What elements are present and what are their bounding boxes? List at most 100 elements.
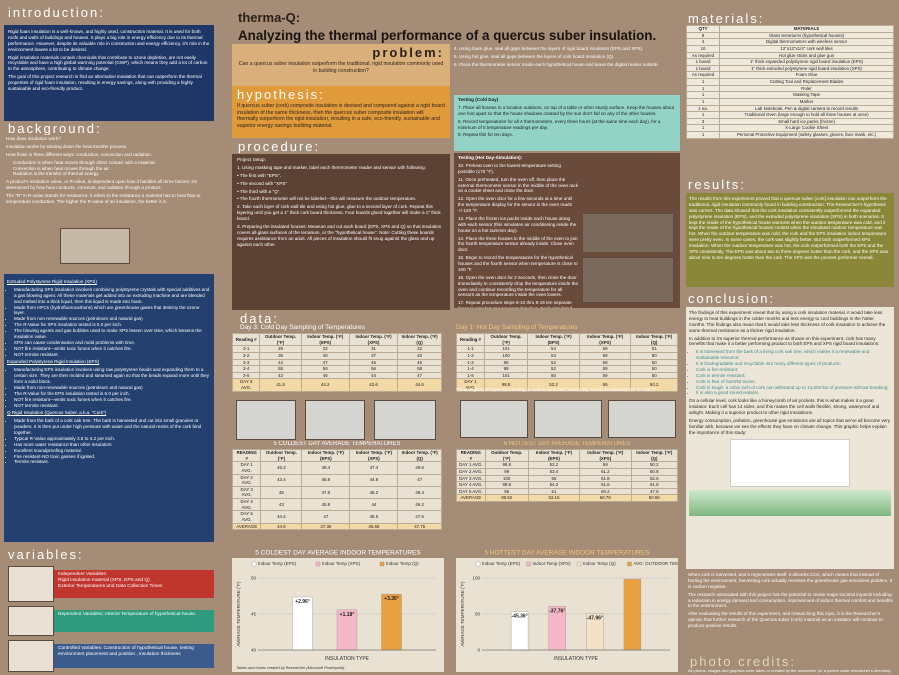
annotation: -37.76°: [549, 608, 565, 614]
paragraph: 12. Open the oven door for a few seconds…: [458, 196, 573, 213]
results-heading: results:: [688, 178, 746, 191]
column-header: Outdoor Temp. (°F): [484, 449, 529, 463]
cell: 61.6: [579, 481, 632, 489]
cell: 95: [484, 487, 529, 496]
paragraph: 16. Open the oven door for 2 seconds, th…: [458, 274, 579, 298]
bullet: Cork is tough: a cubic inch of cork can …: [696, 385, 891, 391]
cell: 3: [686, 117, 721, 126]
cell: 1-2: [456, 351, 486, 360]
energy-graphic: [730, 438, 850, 487]
row: 3-5 43 46 44 47: [232, 371, 442, 380]
thermometer-photo: [608, 400, 676, 438]
cell: 60.2: [579, 487, 632, 496]
chart-title: 5 COLDEST DAY AVERAGE INDOOR TEMPERATURE…: [255, 550, 421, 557]
legend-label: Indoor Temp (XPS): [322, 561, 361, 566]
table: QTY MATERIALS 8 Glass terrariums (hypotheti…: [686, 25, 894, 139]
variable-text: Exterior Temperatures and Data Collectio…: [58, 584, 163, 590]
cell: 58: [397, 365, 442, 373]
annotation: +2.96°: [295, 599, 310, 605]
cell: As required: [686, 51, 721, 60]
cell: 1" thick extruded polystyrene rigid boar…: [719, 64, 894, 73]
cell: 54.2: [527, 481, 581, 489]
cell: 56: [348, 365, 399, 373]
cell: 45: [348, 358, 399, 367]
row: As required Foam Glue: [686, 71, 894, 79]
legend-label: Indoor Temp (XPS): [533, 561, 572, 566]
variable-text: Independent Variables:: [58, 572, 107, 577]
insulation-illustration: [60, 228, 130, 264]
chart: 5 COLDEST DAY AVERAGE INDOOR TEMPERATURE…: [232, 550, 444, 672]
column-header: Outdoor Temp. (°F): [259, 333, 302, 347]
cell: 100: [484, 474, 529, 483]
row: AVERAGE 98.52 53.16 60.76 50.56: [456, 494, 678, 502]
paragraph: In addition to it's superior thermal per…: [689, 335, 880, 347]
conclusion-bullets: It is harvested from the bark of a livin…: [689, 349, 891, 396]
paragraph: 1. Using masking tape and marker, label …: [237, 164, 426, 170]
cell: 4: [686, 38, 721, 46]
cell: Personal Protective Equipment (safety gl…: [719, 131, 894, 139]
cold-testing-title: Testing (Cold Day): [458, 97, 499, 102]
row: DAY 1 AVG. 98.8 52.2 59 50.2: [456, 378, 678, 392]
cell: 8: [686, 31, 721, 40]
paragraph: • The fourth thermometer will not be lab…: [237, 196, 417, 202]
row: 1 ea. Lab Notebook, Pen & digital camera …: [686, 104, 894, 113]
y-tick-label: 45: [251, 612, 257, 617]
cell: 98.8: [484, 378, 529, 392]
hot-day-table: Reading # Outdoor Temp. (°F) Indoor Temp. …: [456, 333, 678, 392]
cell: 37: [348, 351, 399, 360]
procedure-list: 1. Using masking tape and marker, label …: [237, 165, 445, 248]
intro-box: Rigid foam insulation is a well-known, a…: [4, 25, 214, 121]
procedure-steps: Project Setup: 1. Using masking tape and…: [232, 154, 450, 310]
hot-note: *Note-Highest temperature setting in ove…: [456, 387, 657, 392]
bar: [381, 593, 402, 651]
cell: 98.8: [484, 461, 529, 469]
bullet: Manufacturing EPS insulation involves us…: [14, 367, 211, 385]
cell: 47.4: [349, 461, 399, 475]
cell: AVERAGE: [456, 494, 486, 502]
cell: 50.8: [630, 467, 678, 476]
legend-label: AVG. OUTDOOR TEMP: [634, 561, 679, 566]
chart-background: [456, 558, 678, 672]
cell: 101: [484, 371, 529, 380]
row: 1 Personal Protective Equipment (safety g…: [686, 131, 894, 139]
row: DAY 3 AVG. 41.8 44.2 42.6 44.6: [232, 378, 442, 392]
variable-box: Independent Variables: Rigid insulation m…: [54, 570, 214, 598]
cell: 1 board: [686, 58, 721, 66]
bullet: Made from the bark of a cork oak tree. T…: [14, 418, 211, 436]
cell: 46: [397, 358, 442, 367]
bullet: NOT fire resistant—emits toxic fumes whe…: [14, 397, 211, 403]
row: 8 Glass terrariums (hypothetical houses): [686, 31, 894, 40]
paragraph: 2. Take each layer of cork wall tile and…: [237, 204, 441, 221]
chart: 5 HOTTEST DAY AVERAGE INDOOR TEMPERATURE…: [456, 550, 679, 672]
hot-testing: Testing (Hot Day-Simulation): 10. Prehea…: [454, 153, 680, 308]
row: 1 Marker: [686, 97, 894, 106]
materials-table: QTY MATERIALS 8 Glass terrariums (hypotheti…: [686, 25, 894, 139]
cell: 47.8: [301, 485, 351, 500]
cold5-title: 5 COLDEST DAY AVERAGE TEMPERATURES: [273, 441, 401, 447]
cell: 43: [259, 371, 302, 380]
insulation-bullets: Manufacturing XPS insulation involves co…: [7, 287, 211, 358]
cell: DAY 3 AVG.: [456, 474, 486, 483]
bullet: XPS can cause condensation and mold prob…: [14, 340, 211, 346]
cell: 44.4: [260, 510, 303, 524]
cell: 52.2: [527, 461, 581, 469]
row: 3 Small hard ice packs (frozen): [686, 117, 894, 126]
intro-heading: introduction:: [8, 6, 105, 19]
cell: 59: [579, 461, 632, 469]
cold-day-table: Reading # Outdoor Temp. (°F) Indoor Temp. …: [232, 333, 442, 392]
cell: 59: [578, 378, 632, 392]
cell: 99.8: [484, 481, 529, 489]
row: AVERAGE 44.6 47.36 45.58 47.76: [232, 522, 442, 531]
cell: 45: [260, 485, 303, 500]
cold5-table: READING # Outdoor Temp. (°F) Indoor Temp. …: [232, 449, 442, 531]
chart-title: 5 HOTTEST DAY AVERAGE INDOOR TEMPERATURE…: [484, 550, 650, 557]
variable-image: [8, 566, 54, 602]
insulation-title: Q Rigid Insulation (Quercus Suber, a.k.a…: [7, 410, 107, 416]
cell: 50: [527, 371, 580, 380]
bullet: Excellent soundproofing material.: [14, 448, 211, 454]
photo-credits-text: All photos, images and graphics were tak…: [688, 668, 892, 673]
header-row: READING # Outdoor Temp. (°F) Indoor Temp. …: [456, 449, 678, 463]
procedure-intro: Project Setup:: [237, 157, 266, 162]
legend-label: Indoor Temp (EPS): [482, 561, 521, 566]
